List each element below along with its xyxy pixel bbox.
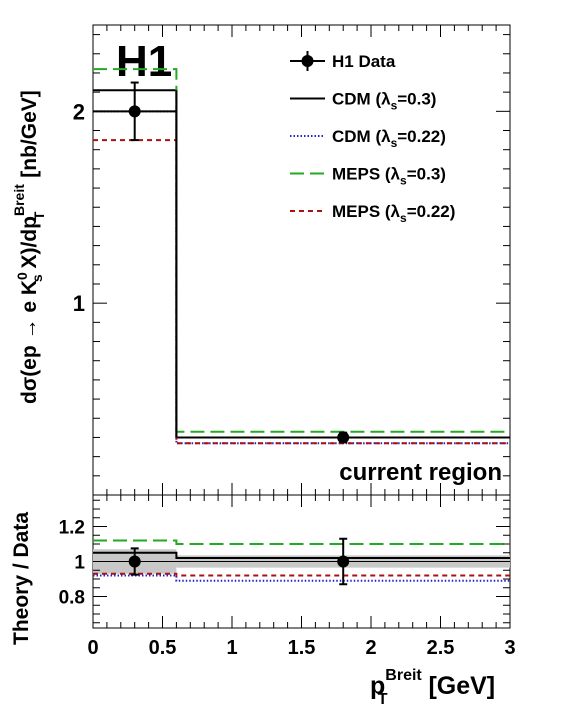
main-data-point: [337, 431, 350, 444]
legend-label: MEPS (λs=0.3): [332, 165, 446, 188]
main-series: [93, 68, 510, 445]
x-tick-label: 0: [87, 637, 98, 659]
ratio-series-line: [93, 572, 510, 577]
x-tick-label: 1.5: [288, 637, 316, 659]
legend-label: CDM (λs=0.22): [332, 127, 446, 150]
x-tick-label: 0.5: [149, 637, 177, 659]
legend-label: CDM (λs=0.3): [332, 90, 436, 113]
ratio-data-points: [128, 537, 350, 586]
x-axis-label: pBreit T [GeV]: [370, 667, 495, 708]
legend-label: H1 Data: [332, 52, 396, 71]
ratio-y-axis-label: Theory / Data: [10, 512, 33, 645]
main-plot-frame: [92, 24, 511, 496]
main-y-tick-label: 2: [73, 99, 85, 124]
legend: H1 Data CDM (λs=0.3) CDM (λs=0.22) MEPS (λs…: [290, 51, 455, 225]
ratio-ticks: 0.8 1 1.2 0 0.5 1 1.5 2 2.5 3: [59, 495, 516, 659]
main-y-axis-label: dσ(ep → e K0s X)/dpBreit T [nb/GeV]: [11, 90, 47, 404]
ratio-data-point: [128, 555, 141, 568]
chart-title: H1: [116, 37, 172, 86]
main-ticks: 12: [73, 25, 511, 495]
x-tick-label: 3: [504, 637, 515, 659]
region-annotation: current region: [339, 459, 502, 486]
main-data-points: [128, 81, 350, 444]
main-y-tick-label: 1: [73, 291, 85, 316]
x-tick-label: 2: [365, 637, 376, 659]
x-tick-label: 1: [226, 637, 237, 659]
main-series-line: [93, 139, 510, 445]
ratio-y-tick-label: 1.2: [59, 518, 85, 539]
ratio-data-point: [337, 555, 350, 568]
x-tick-label: 2.5: [427, 637, 455, 659]
legend-label: MEPS (λs=0.22): [332, 202, 455, 225]
ratio-y-tick-label: 1: [74, 553, 85, 574]
main-data-point: [128, 105, 141, 118]
main-series-line: [93, 110, 510, 445]
ratio-y-tick-label: 0.8: [59, 588, 85, 609]
legend-marker-point: [301, 55, 314, 67]
main-series-line: [93, 68, 510, 433]
ratio-series-line: [93, 539, 510, 545]
main-series-line: [93, 89, 510, 439]
